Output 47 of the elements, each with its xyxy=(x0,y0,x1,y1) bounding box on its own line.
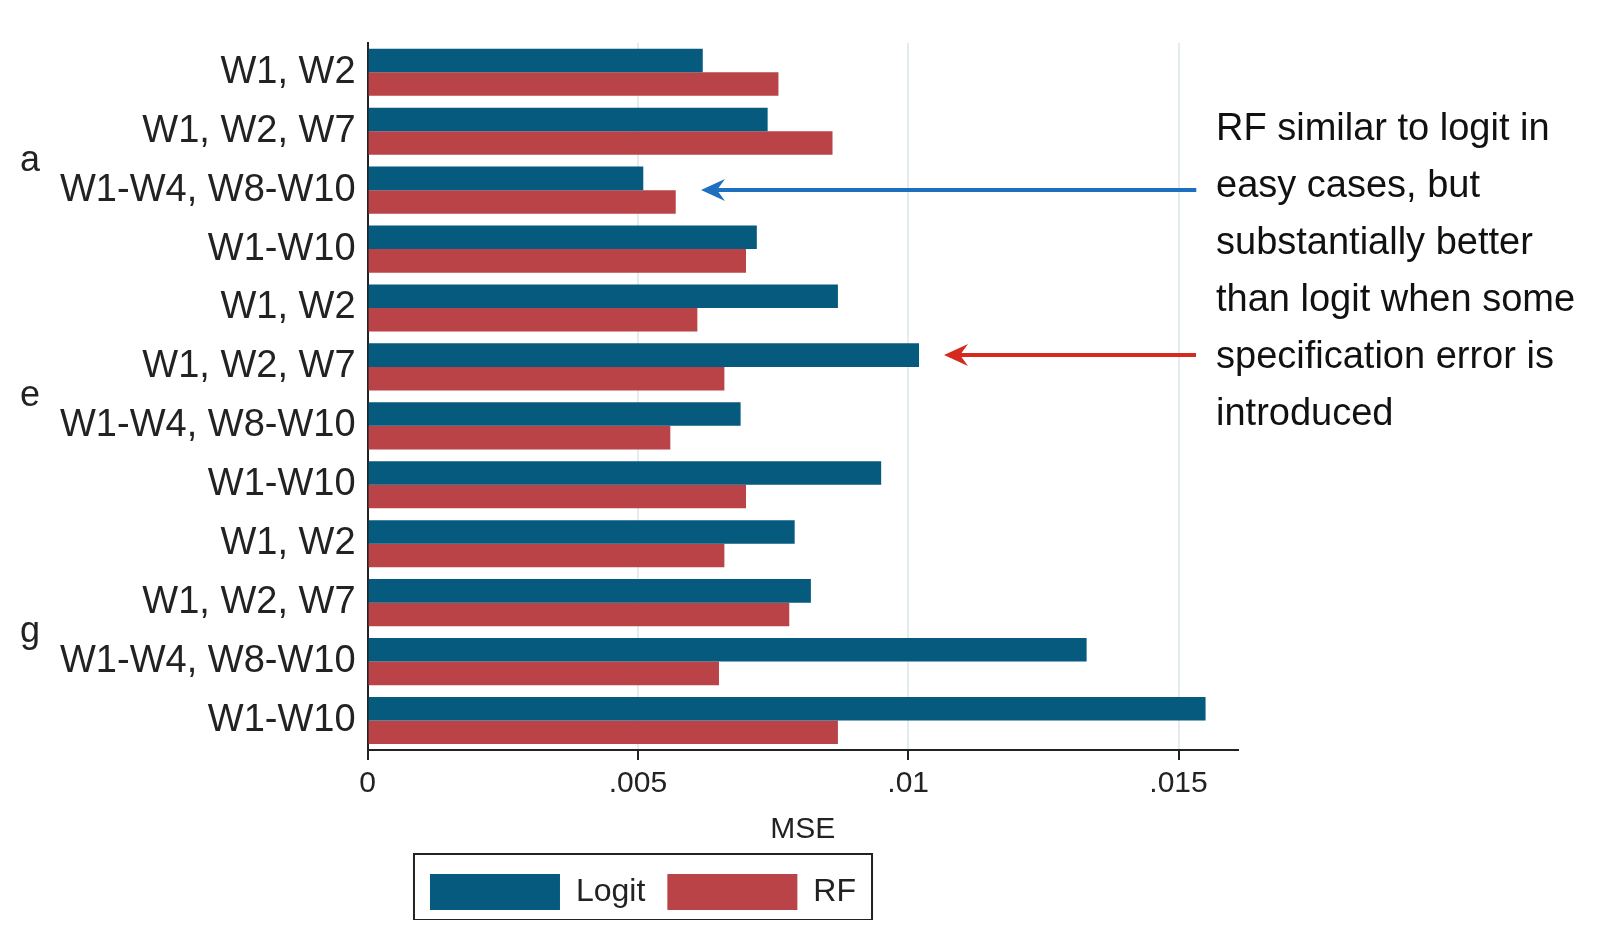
y-tick-label: W1-W10 xyxy=(207,225,356,268)
y-tick-label: W1, W2, W7 xyxy=(142,107,356,150)
text: a xyxy=(20,137,41,179)
bar xyxy=(368,696,1206,721)
bar xyxy=(368,107,768,132)
bar xyxy=(368,166,644,191)
annotation: RF similar to logit in easy cases, but substantially better than logit when some specification error is introduced xyxy=(1216,106,1576,434)
bar xyxy=(368,343,920,367)
bar xyxy=(368,402,741,426)
bar xyxy=(368,308,698,332)
y-tick-label: W1-W4, W8-W10 xyxy=(60,638,356,681)
x-tick-label: 0 xyxy=(359,765,376,799)
y-tick-label: W1, W2 xyxy=(220,284,356,327)
x-tick-label: .01 xyxy=(887,765,930,799)
bar xyxy=(368,425,671,450)
bar xyxy=(368,284,838,308)
x-tick-label: .005 xyxy=(608,765,668,799)
bar xyxy=(368,461,882,485)
bar xyxy=(368,720,838,745)
y-tick-label: W1, W2 xyxy=(220,48,356,91)
legend-label: Logit xyxy=(575,871,646,908)
x-axis-title: MSE xyxy=(770,811,836,845)
bar xyxy=(368,661,719,686)
y-tick-label: W1-W4, W8-W10 xyxy=(60,166,356,209)
bar xyxy=(368,602,790,627)
bar xyxy=(368,249,747,273)
bar xyxy=(368,131,833,155)
y-tick-label: W1-W4, W8-W10 xyxy=(60,402,356,445)
bar xyxy=(368,520,795,544)
y-tick-label: W1, W2, W7 xyxy=(142,343,356,386)
bar xyxy=(368,225,757,250)
y-tick-label: W1-W10 xyxy=(207,461,356,504)
bar xyxy=(368,579,811,603)
x-tick-label: .015 xyxy=(1149,765,1208,799)
bar xyxy=(368,484,747,509)
bar xyxy=(368,72,779,96)
bar xyxy=(368,638,1087,662)
text: g xyxy=(20,609,41,651)
legend-label: RF xyxy=(813,871,857,908)
y-tick-label: W1, W2, W7 xyxy=(142,579,356,622)
bar xyxy=(368,190,676,214)
bar xyxy=(368,543,725,568)
bar xyxy=(368,48,703,73)
y-tick-label: W1, W2 xyxy=(220,520,356,563)
y-tick-label: W1-W10 xyxy=(207,697,356,740)
text: e xyxy=(20,373,41,415)
bar xyxy=(368,366,725,391)
